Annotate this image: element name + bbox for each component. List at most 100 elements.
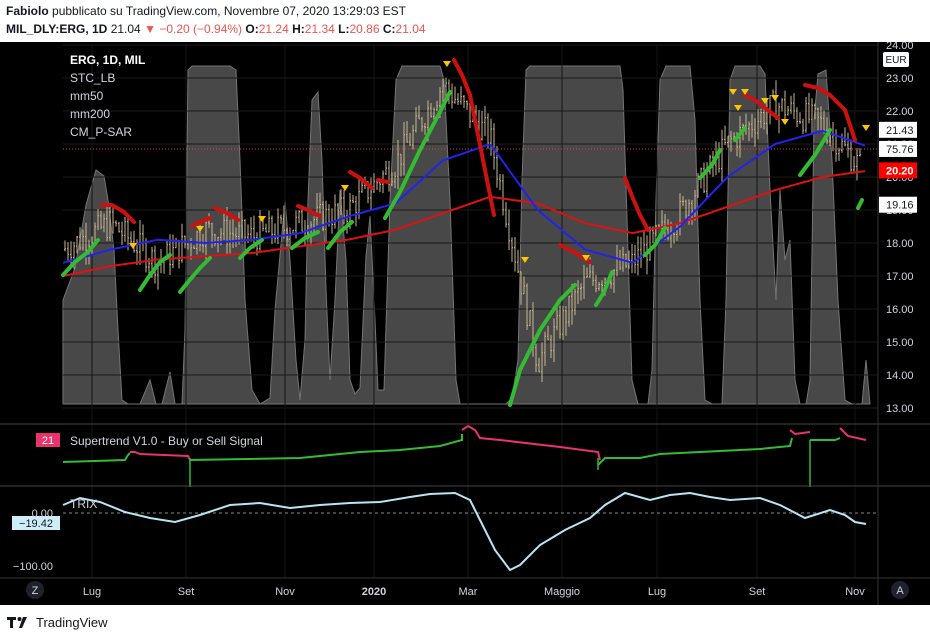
- supertrend-up-line: [810, 437, 841, 441]
- signal-triangle-icon: [258, 216, 266, 222]
- auto-scale-icon: A: [896, 585, 904, 597]
- publish-info: Fabiolo pubblicato su TradingView.com, N…: [6, 4, 407, 18]
- price-badge-bg: [879, 162, 917, 179]
- price-badge: 75.76: [886, 144, 914, 156]
- axes: 24.0023.0022.0021.0020.0019.0018.0017.00…: [0, 40, 930, 605]
- moving-averages: [62, 129, 866, 277]
- signal-triangle-icon: [443, 61, 451, 67]
- sar-up-segment: [290, 230, 320, 250]
- zoom-icon: Z: [32, 585, 39, 597]
- stc-histogram-area: [62, 65, 871, 405]
- signal-triangle-icon: [729, 89, 737, 95]
- price-tick: 13.00: [886, 403, 914, 415]
- price-badge-bg: [879, 140, 917, 157]
- supertrend-down-line: [789, 429, 811, 436]
- supertrend-badge-bg: [36, 433, 60, 447]
- trix-badge: −19.42: [19, 518, 53, 530]
- sar-down-segment: [623, 176, 650, 232]
- signal-triangle-icon: [734, 105, 742, 111]
- sar-down-segment: [743, 93, 780, 120]
- sar-up-segment: [383, 90, 452, 220]
- supertrend-up-line: [189, 434, 463, 461]
- trix-line: [62, 491, 867, 572]
- price-tick: 15.00: [886, 337, 914, 349]
- sar-up-segment: [61, 238, 100, 277]
- supertrend-up-line: [62, 452, 131, 463]
- supertrend-down-line: [130, 451, 191, 461]
- legend-indicator: STC_LB: [70, 71, 115, 85]
- unit-badge: EUR: [885, 55, 906, 66]
- signal-triangle-icon: [781, 119, 789, 125]
- legend-title: ERG, 1D, MIL: [70, 53, 145, 67]
- legend-indicator: mm50: [70, 89, 104, 103]
- time-label: Maggio: [544, 586, 580, 598]
- chart-frame[interactable]: 21 Supertrend V1.0 - Buy or Sell Signal T…: [0, 40, 930, 605]
- sar-up-segment: [698, 148, 722, 180]
- supertrend-down-line: [839, 427, 867, 441]
- price-tick: 17.00: [886, 271, 914, 283]
- sar-up-segment: [138, 253, 172, 292]
- unit-badge-bg: [883, 52, 909, 67]
- sar-down-segment: [803, 83, 857, 142]
- supertrend-down-line: [461, 424, 601, 461]
- sar-up-segment: [178, 256, 212, 294]
- signal-markers: [129, 61, 870, 263]
- signal-triangle-icon: [771, 95, 779, 101]
- time-label: Nov: [845, 586, 865, 598]
- signal-triangle-icon: [582, 255, 590, 261]
- trix-pane: TRIX −19.420.00 −100.00: [0, 485, 930, 573]
- time-label: Mar: [459, 586, 478, 598]
- down-arrow-icon: ▼: [144, 22, 156, 36]
- sar-down-segment: [100, 203, 136, 224]
- sar-up-segment: [798, 128, 832, 177]
- signal-triangle-icon: [341, 185, 349, 191]
- sar-down-segment: [376, 178, 390, 184]
- price-tick: 23.00: [886, 73, 914, 85]
- price-tick: 18.00: [886, 238, 914, 250]
- time-label: Nov: [275, 586, 295, 598]
- brand-name: TradingView: [36, 614, 108, 630]
- sar-up-segment: [508, 283, 577, 407]
- price-tick: 22.00: [886, 106, 914, 118]
- sar-up-segment: [238, 238, 264, 260]
- price-tick: 16.00: [886, 304, 914, 316]
- signal-triangle-icon: [521, 257, 529, 263]
- sar-down-segment: [190, 216, 212, 228]
- stc-area: [62, 65, 871, 405]
- legend-indicator: mm200: [70, 107, 110, 121]
- chart-svg: 21 Supertrend V1.0 - Buy or Sell Signal T…: [0, 40, 930, 605]
- sar-down-segment: [213, 206, 240, 222]
- sar-up-segment: [594, 270, 614, 307]
- sar-up-segment: [643, 226, 667, 257]
- labels: ERG, 1D, MIL STC_LB mm50 mm200 CM_P-SAR: [70, 53, 145, 139]
- mm200-line: [62, 170, 866, 277]
- sar-up-segment: [733, 126, 747, 142]
- grid: [63, 44, 878, 578]
- trix-tick: −100.00: [13, 561, 53, 573]
- price-tick: 14.00: [886, 370, 914, 382]
- time-label: Set: [178, 586, 195, 598]
- legend-indicator: CM_P-SAR: [70, 125, 132, 139]
- mm50-line: [62, 129, 866, 264]
- zoom-button-bg[interactable]: [26, 581, 44, 599]
- signal-triangle-icon: [129, 243, 137, 249]
- sar-up-segment: [856, 198, 864, 210]
- sar-up-segment: [326, 220, 354, 250]
- price-tick: 24.00: [886, 42, 914, 52]
- trix-tick: 0.00: [32, 508, 53, 520]
- signal-triangle-icon: [862, 125, 870, 131]
- sar-down-segment: [452, 58, 496, 217]
- signal-triangle-icon: [196, 226, 204, 232]
- trix-label: TRIX: [70, 497, 97, 511]
- time-label: 2020: [362, 586, 386, 598]
- sar-down-segment: [348, 170, 374, 190]
- footer: TradingView: [6, 612, 108, 632]
- price-badge-bg: [879, 196, 917, 213]
- supertrend-pane: 21 Supertrend V1.0 - Buy or Sell Signal: [0, 423, 930, 487]
- supertrend-badge: 21: [42, 435, 54, 447]
- supertrend-up-line: [597, 437, 793, 466]
- time-label: Lug: [648, 586, 666, 598]
- auto-scale-button-bg[interactable]: [891, 581, 909, 599]
- price-badge-bg: [879, 121, 917, 138]
- price-badge: 21.43: [886, 125, 914, 137]
